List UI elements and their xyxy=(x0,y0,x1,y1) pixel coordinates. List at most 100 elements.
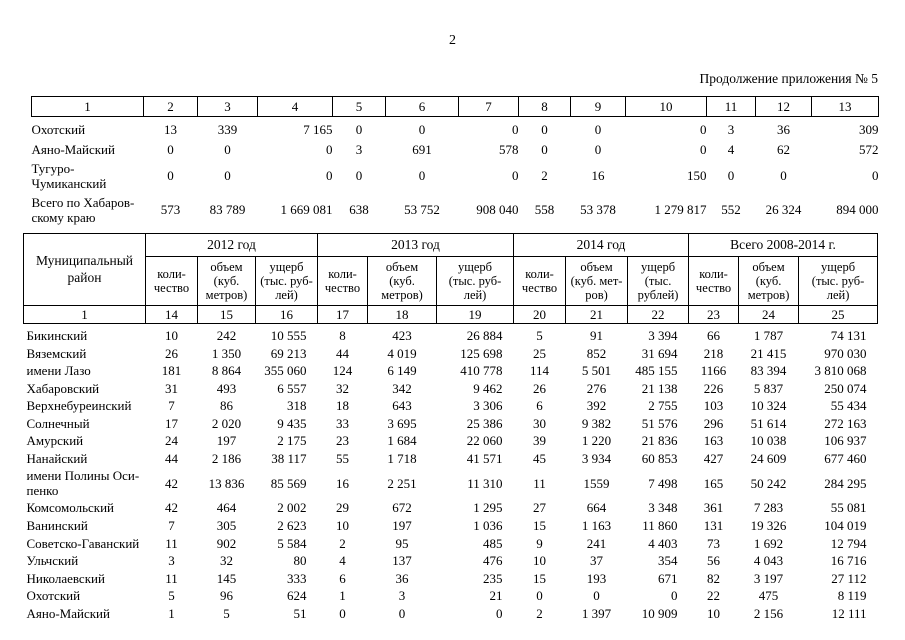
value-cell: 1 xyxy=(168,605,175,621)
value-cell: 11 xyxy=(165,570,178,586)
appendix-continuation-label: Продолжение приложения № 5 xyxy=(699,71,878,86)
value-cell: 53 752 xyxy=(404,202,440,218)
table-row: Советско-Гаванский 11 902 5 584 2 95 485 9 241 4 … xyxy=(24,535,878,553)
value-cell: 18 xyxy=(336,398,350,414)
value-cell: 2 xyxy=(536,605,543,621)
value-cell: 0 xyxy=(224,168,231,184)
value-cell: 96 xyxy=(220,588,233,604)
column-number: 1 xyxy=(31,96,144,117)
value-cell: 7 498 xyxy=(648,475,678,491)
value-cell: 9 382 xyxy=(581,415,612,431)
value-cell: 9 462 xyxy=(473,380,503,396)
value-cell: 6 xyxy=(339,570,346,586)
value-cell: 2 755 xyxy=(648,398,678,414)
value-cell: 296 xyxy=(703,415,724,431)
value-cell: 56 xyxy=(707,553,721,569)
table-row: имени Лазо 181 8 864 355 060 124 6 149 410 778… xyxy=(24,363,878,381)
column-number-row: 1 2 3 4 5 6 7 8 9 10 11 12 13 xyxy=(31,96,879,117)
value-cell: 1 295 xyxy=(473,500,503,516)
column-number: 8 xyxy=(518,96,571,117)
value-cell: 36 xyxy=(395,570,409,586)
value-cell: 493 xyxy=(216,380,237,396)
value-cell: 8 864 xyxy=(211,363,242,379)
district-name: Николаевский xyxy=(26,570,105,586)
value-cell: 181 xyxy=(161,363,182,379)
value-cell: 1 279 817 xyxy=(654,202,707,218)
district-name: Амурский xyxy=(26,433,84,449)
value-cell: 9 xyxy=(536,535,543,551)
value-cell: 342 xyxy=(392,380,412,396)
value-cell: 226 xyxy=(703,380,724,396)
value-cell: 272 163 xyxy=(824,415,867,431)
value-cell: 902 xyxy=(216,535,237,551)
column-number-row: 1 14 15 16 17 18 19 20 21 22 23 24 25 xyxy=(23,305,879,324)
value-cell: 42 xyxy=(165,500,178,516)
value-cell: 392 xyxy=(586,398,607,414)
value-cell: 7 xyxy=(168,518,175,534)
district-name: Охотский xyxy=(26,588,81,604)
sub-column-header: ущерб (тыс. руб- лей) xyxy=(436,256,515,306)
value-cell: 0 xyxy=(512,168,519,184)
sub-column-header: ущерб (тыс. руб- лей) xyxy=(798,256,879,306)
value-cell: 3 394 xyxy=(648,328,678,343)
value-cell: 0 xyxy=(355,168,363,184)
value-cell: 3 xyxy=(355,141,363,157)
value-cell: 73 xyxy=(707,535,721,551)
district-name: Бикинский xyxy=(26,328,88,343)
sub-column-header: ущерб (тыс. рублей) xyxy=(627,256,690,306)
value-cell: 45 xyxy=(533,450,547,466)
value-cell: 25 386 xyxy=(466,415,503,431)
value-cell: 2 251 xyxy=(387,475,417,491)
value-cell: 333 xyxy=(287,570,307,586)
value-cell: 11 xyxy=(165,535,178,551)
value-cell: 66 xyxy=(707,328,721,343)
value-cell: 0 xyxy=(671,588,678,604)
column-number: 10 xyxy=(625,96,707,117)
value-cell: 103 xyxy=(703,398,724,414)
value-cell: 0 xyxy=(700,122,707,137)
sub-column-header: коли- чество xyxy=(513,256,567,306)
value-cell: 41 571 xyxy=(466,450,503,466)
value-cell: 22 xyxy=(707,588,721,604)
value-cell: 0 xyxy=(541,122,548,137)
value-cell: 83 394 xyxy=(750,363,787,379)
sub-column-header: объем (куб. метров) xyxy=(197,256,256,306)
value-cell: 163 xyxy=(703,433,724,449)
district-name: Аяно-Майский xyxy=(31,141,115,157)
value-cell: 5 xyxy=(536,328,543,343)
value-cell: 8 119 xyxy=(837,588,867,604)
value-cell: 6 xyxy=(536,398,543,414)
value-cell: 3 197 xyxy=(753,570,784,586)
value-cell: 13 xyxy=(164,122,177,137)
value-cell: 50 242 xyxy=(750,475,787,491)
year-group-row: Муниципальный район 2012 год 2013 год 20… xyxy=(23,233,879,306)
value-cell: 355 060 xyxy=(264,363,307,379)
value-cell: 104 019 xyxy=(824,518,867,534)
value-cell: 0 xyxy=(780,168,787,184)
value-cell: 197 xyxy=(392,518,412,534)
value-cell: 8 xyxy=(339,328,346,343)
sub-column-header: объем (куб. метров) xyxy=(367,256,438,306)
value-cell: 242 xyxy=(216,328,237,343)
column-number: 19 xyxy=(436,305,515,324)
district-column-header: Муниципальный район xyxy=(23,233,146,306)
value-cell: 908 040 xyxy=(476,202,519,218)
value-cell: 10 555 xyxy=(270,328,307,343)
value-cell: 0 xyxy=(418,122,426,137)
value-cell: 691 xyxy=(412,141,432,157)
value-cell: 4 403 xyxy=(648,535,678,551)
value-cell: 1 669 081 xyxy=(280,202,333,218)
value-cell: 21 xyxy=(489,588,503,604)
value-cell: 276 xyxy=(586,380,607,396)
column-number: 2 xyxy=(143,96,198,117)
value-cell: 3 xyxy=(398,588,406,604)
upper-table-body: Охотский 13 339 7 165 0 0 0 0 0 0 3 36 309 Аяно-Майск… xyxy=(32,117,879,228)
district-name: Советско-Гаванский xyxy=(26,535,140,551)
district-name: Верхнебуреинский xyxy=(26,398,132,414)
value-cell: 26 xyxy=(533,380,547,396)
district-name: Всего по Хабаров- скому краю xyxy=(31,195,135,225)
table-row: Бикинский 10 242 10 555 8 423 26 884 5 91 3 394 66… xyxy=(24,324,878,346)
value-cell: 165 xyxy=(703,475,724,491)
value-cell: 4 019 xyxy=(387,345,417,361)
value-cell: 26 324 xyxy=(765,202,802,218)
